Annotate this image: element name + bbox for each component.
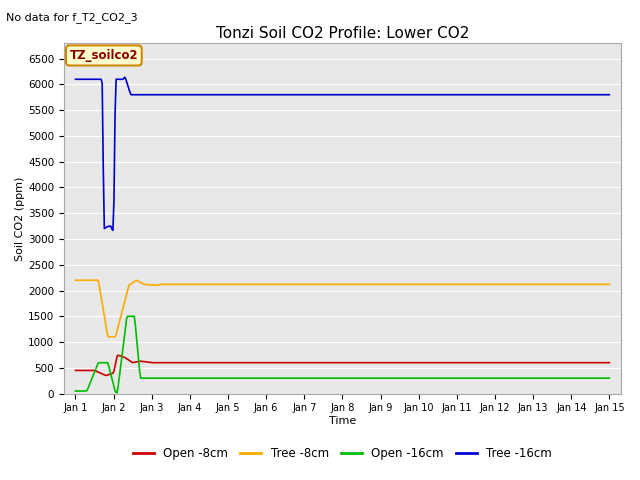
X-axis label: Time: Time [329,416,356,426]
Text: No data for f_T2_CO2_3: No data for f_T2_CO2_3 [6,12,138,23]
Text: TZ_soilco2: TZ_soilco2 [70,49,138,62]
Title: Tonzi Soil CO2 Profile: Lower CO2: Tonzi Soil CO2 Profile: Lower CO2 [216,25,469,41]
Y-axis label: Soil CO2 (ppm): Soil CO2 (ppm) [15,176,25,261]
Legend: Open -8cm, Tree -8cm, Open -16cm, Tree -16cm: Open -8cm, Tree -8cm, Open -16cm, Tree -… [128,443,557,465]
